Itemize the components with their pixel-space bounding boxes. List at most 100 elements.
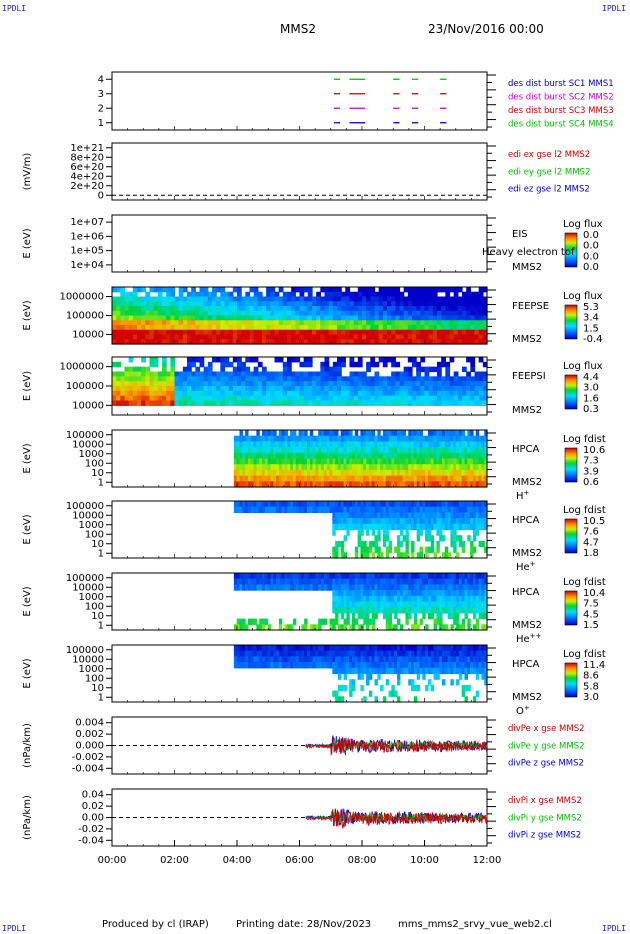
- spectrogram-cell: [349, 595, 353, 603]
- spectrogram-cell: [312, 441, 317, 448]
- spectrogram-cell: [340, 458, 345, 465]
- spectrogram-cell: [405, 447, 409, 454]
- spectrogram-cell: [337, 464, 342, 471]
- divpi-ylabel: (nPa/km): [22, 795, 33, 840]
- spectrogram-cell: [346, 578, 350, 585]
- spectrogram-cell: [481, 624, 485, 631]
- spectrogram-cell: [382, 645, 387, 652]
- spectrogram-cell: [425, 650, 429, 657]
- spectrogram-cell: [335, 546, 339, 553]
- spectrogram-cell: [391, 291, 396, 298]
- spectrogram-cell: [445, 381, 451, 387]
- spectrogram-cell: [411, 584, 415, 591]
- spectrogram-cell: [464, 667, 468, 675]
- spectrogram-cell: [391, 667, 395, 675]
- spectrogram-cell: [427, 458, 432, 465]
- spectrogram-cell: [464, 584, 468, 591]
- spectrogram-cell: [436, 464, 440, 471]
- spectrogram-cell: [461, 447, 466, 454]
- spectrogram-cell: [354, 656, 359, 663]
- spectrogram-cell: [220, 329, 226, 336]
- spectrogram-cell: [444, 584, 449, 591]
- spectrogram-cell: [475, 584, 480, 591]
- spectrogram-cell: [120, 395, 126, 402]
- spectrogram-cell: [442, 667, 446, 675]
- spectrogram-cell: [478, 578, 482, 585]
- spectrogram-cell: [191, 390, 196, 397]
- spectrogram-cell: [320, 296, 326, 302]
- spectrogram-cell: [412, 291, 417, 298]
- spectrogram-cell: [307, 306, 313, 312]
- spectrogram-cell: [402, 573, 407, 580]
- spectrogram-cell: [166, 287, 171, 293]
- spectrogram-cell: [442, 607, 446, 614]
- spectrogram-cell: [303, 386, 309, 392]
- spectrogram-cell: [284, 584, 288, 591]
- spectrogram-cell: [349, 430, 353, 437]
- spectrogram-cell: [388, 430, 392, 437]
- spectrogram-cell: [304, 469, 308, 477]
- spectrogram-cell: [391, 334, 396, 340]
- spectrogram-cell: [425, 607, 429, 614]
- spectrogram-cell: [220, 395, 226, 402]
- spectrogram-cell: [482, 301, 488, 307]
- spectrogram-cell: [362, 381, 367, 387]
- spectrogram-cell: [442, 464, 446, 471]
- spectrogram-cell: [433, 618, 437, 625]
- spectrogram-cell: [430, 475, 435, 482]
- spectrogram-cell: [484, 662, 488, 669]
- spectrogram-cell: [399, 552, 404, 559]
- spectrogram-cell: [475, 645, 480, 652]
- spectrogram-cell: [368, 546, 373, 553]
- spectrogram-cell: [270, 381, 276, 387]
- spectrogram-cell: [425, 518, 429, 525]
- spectrogram-cell: [366, 662, 370, 669]
- spectrogram-cell: [116, 395, 121, 402]
- spectrogram-cell: [332, 296, 338, 302]
- spectrogram-cell: [137, 301, 142, 307]
- spectrogram-cell: [368, 447, 373, 454]
- spectrogram-cell: [433, 475, 437, 482]
- spectrogram-cell: [370, 320, 376, 326]
- spectrogram-cell: [304, 624, 308, 631]
- spectrogram-cell: [337, 435, 342, 442]
- spectrogram-cell: [292, 584, 297, 591]
- spectrogram-cell: [174, 306, 180, 312]
- spectrogram-cell: [253, 366, 259, 373]
- spectrogram-cell: [453, 452, 457, 460]
- spectrogram-cell: [282, 296, 288, 302]
- spectrogram-cell: [340, 662, 345, 669]
- spectrogram-cell: [187, 371, 192, 377]
- hpca-o-ytick-label: 10: [91, 683, 104, 694]
- spectrogram-cell: [399, 315, 405, 321]
- spectrogram-cell: [461, 481, 466, 488]
- spectrogram-cell: [420, 315, 426, 321]
- spectrogram-cell: [321, 452, 325, 460]
- spectrogram-cell: [287, 301, 292, 307]
- spectrogram-cell: [298, 452, 302, 460]
- spectrogram-cell: [402, 452, 407, 460]
- spectrogram-cell: [395, 371, 401, 377]
- hpca-he-instrument-label: HPCA: [512, 515, 540, 526]
- spectrogram-cell: [456, 618, 460, 625]
- spectrogram-cell: [433, 464, 437, 471]
- spectrogram-cell: [388, 590, 392, 597]
- spectrogram-cell: [195, 366, 201, 373]
- spectrogram-cell: [427, 430, 432, 437]
- spectrogram-cell: [199, 310, 205, 317]
- spectrogram-cell: [385, 452, 390, 460]
- spectrogram-cell: [328, 301, 334, 307]
- spectrogram-cell: [353, 291, 359, 298]
- spectrogram-cell: [360, 441, 364, 448]
- spectrogram-cell: [422, 601, 426, 608]
- spectrogram-cell: [405, 595, 409, 603]
- divpe-trace: [305, 736, 488, 756]
- spectrogram-cell: [382, 430, 387, 437]
- spectrogram-cell: [153, 357, 159, 363]
- spectrogram-cell: [399, 584, 404, 591]
- spectrogram-cell: [281, 447, 286, 454]
- spectrogram-cell: [298, 441, 302, 448]
- spectrogram-cell: [216, 315, 221, 321]
- spectrogram-cell: [371, 578, 376, 585]
- spectrogram-cell: [267, 573, 272, 580]
